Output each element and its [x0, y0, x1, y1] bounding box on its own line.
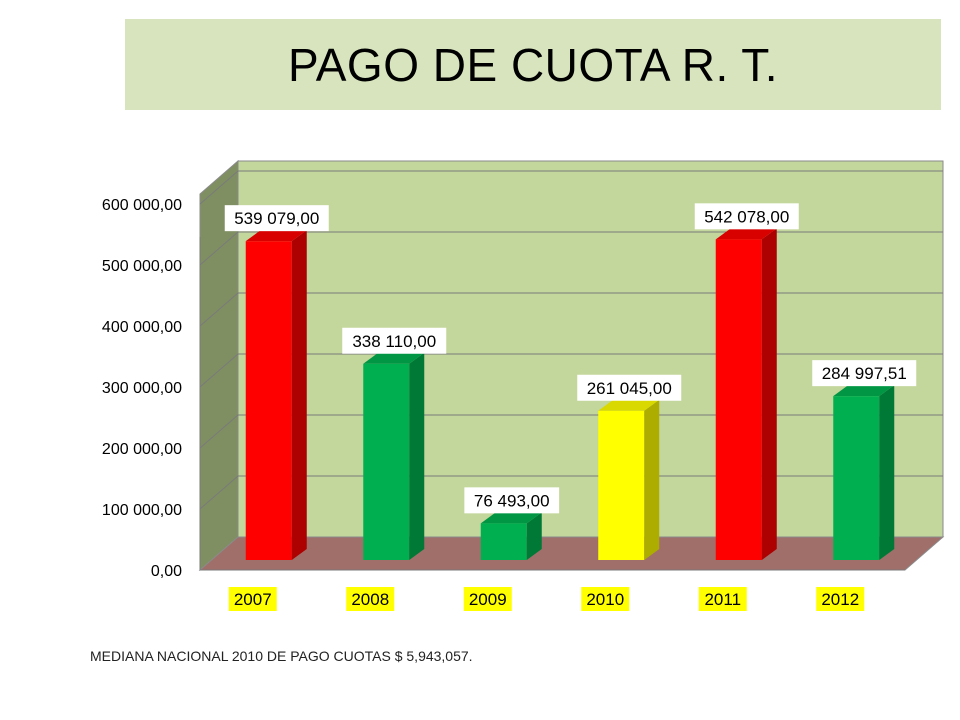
x-tick-highlight: [346, 587, 395, 611]
bar-top: [245, 230, 307, 242]
data-label-box: [694, 203, 799, 230]
x-tick-label: 2008: [351, 590, 389, 609]
bar-top: [480, 512, 542, 524]
data-label-box: [224, 205, 329, 232]
bar-top: [363, 352, 425, 364]
y-tick-label: 400 000,00: [102, 319, 182, 336]
x-tick-label: 2010: [586, 590, 624, 609]
x-tick-highlight: [463, 587, 512, 611]
gridline: [199, 414, 943, 449]
bar-top: [598, 399, 660, 411]
gridline: [199, 353, 943, 388]
y-tick-label: 600 000,00: [102, 197, 182, 214]
footnote: MEDIANA NACIONAL 2010 DE PAGO CUOTAS $ 5…: [90, 648, 473, 664]
bar: [245, 241, 292, 560]
bar-side: [526, 512, 542, 560]
bar: [363, 363, 410, 560]
bar-top: [715, 228, 777, 240]
x-tick-label: 2007: [234, 590, 272, 609]
data-label-box: [577, 374, 682, 401]
chart-title: PAGO DE CUOTA R. T.: [287, 38, 779, 91]
bar-side: [291, 230, 307, 560]
data-label-box: [812, 360, 917, 387]
data-label: 284 997,51: [822, 364, 907, 383]
data-label-box: [342, 327, 447, 354]
bar: [715, 239, 762, 561]
y-tick-label: 300 000,00: [102, 380, 182, 397]
x-tick-label: 2009: [469, 590, 507, 609]
data-label-box: [464, 487, 560, 514]
bar-side: [644, 399, 660, 560]
bar: [833, 396, 880, 560]
data-label: 338 110,00: [352, 332, 436, 351]
x-tick-label: 2012: [821, 590, 859, 609]
y-tick-label: 500 000,00: [102, 258, 182, 275]
bar-side: [409, 352, 425, 560]
gridline: [199, 292, 943, 327]
bar: [598, 410, 645, 560]
data-label: 76 493,00: [474, 491, 550, 510]
title-banner: PAGO DE CUOTA R. T.: [125, 19, 941, 110]
bar-top: [833, 385, 895, 397]
y-tick-label: 200 000,00: [102, 441, 182, 458]
x-tick-label: 2011: [704, 590, 741, 609]
gridline: [199, 231, 943, 266]
gridline: [199, 475, 943, 510]
gridline: [199, 170, 943, 205]
bar: [480, 523, 527, 560]
x-tick-highlight: [228, 587, 277, 611]
data-label: 539 079,00: [234, 209, 319, 228]
y-tick-label: 100 000,00: [102, 502, 182, 519]
floor: [198, 536, 945, 571]
x-tick-highlight: [816, 587, 865, 611]
x-tick-highlight: [698, 587, 747, 611]
x-tick-highlight: [581, 587, 630, 611]
data-label: 542 078,00: [704, 207, 789, 226]
data-label: 261 045,00: [587, 379, 672, 398]
bar-side: [879, 385, 895, 560]
bar-side: [761, 228, 777, 561]
y-tick-label: 0,00: [151, 563, 182, 580]
